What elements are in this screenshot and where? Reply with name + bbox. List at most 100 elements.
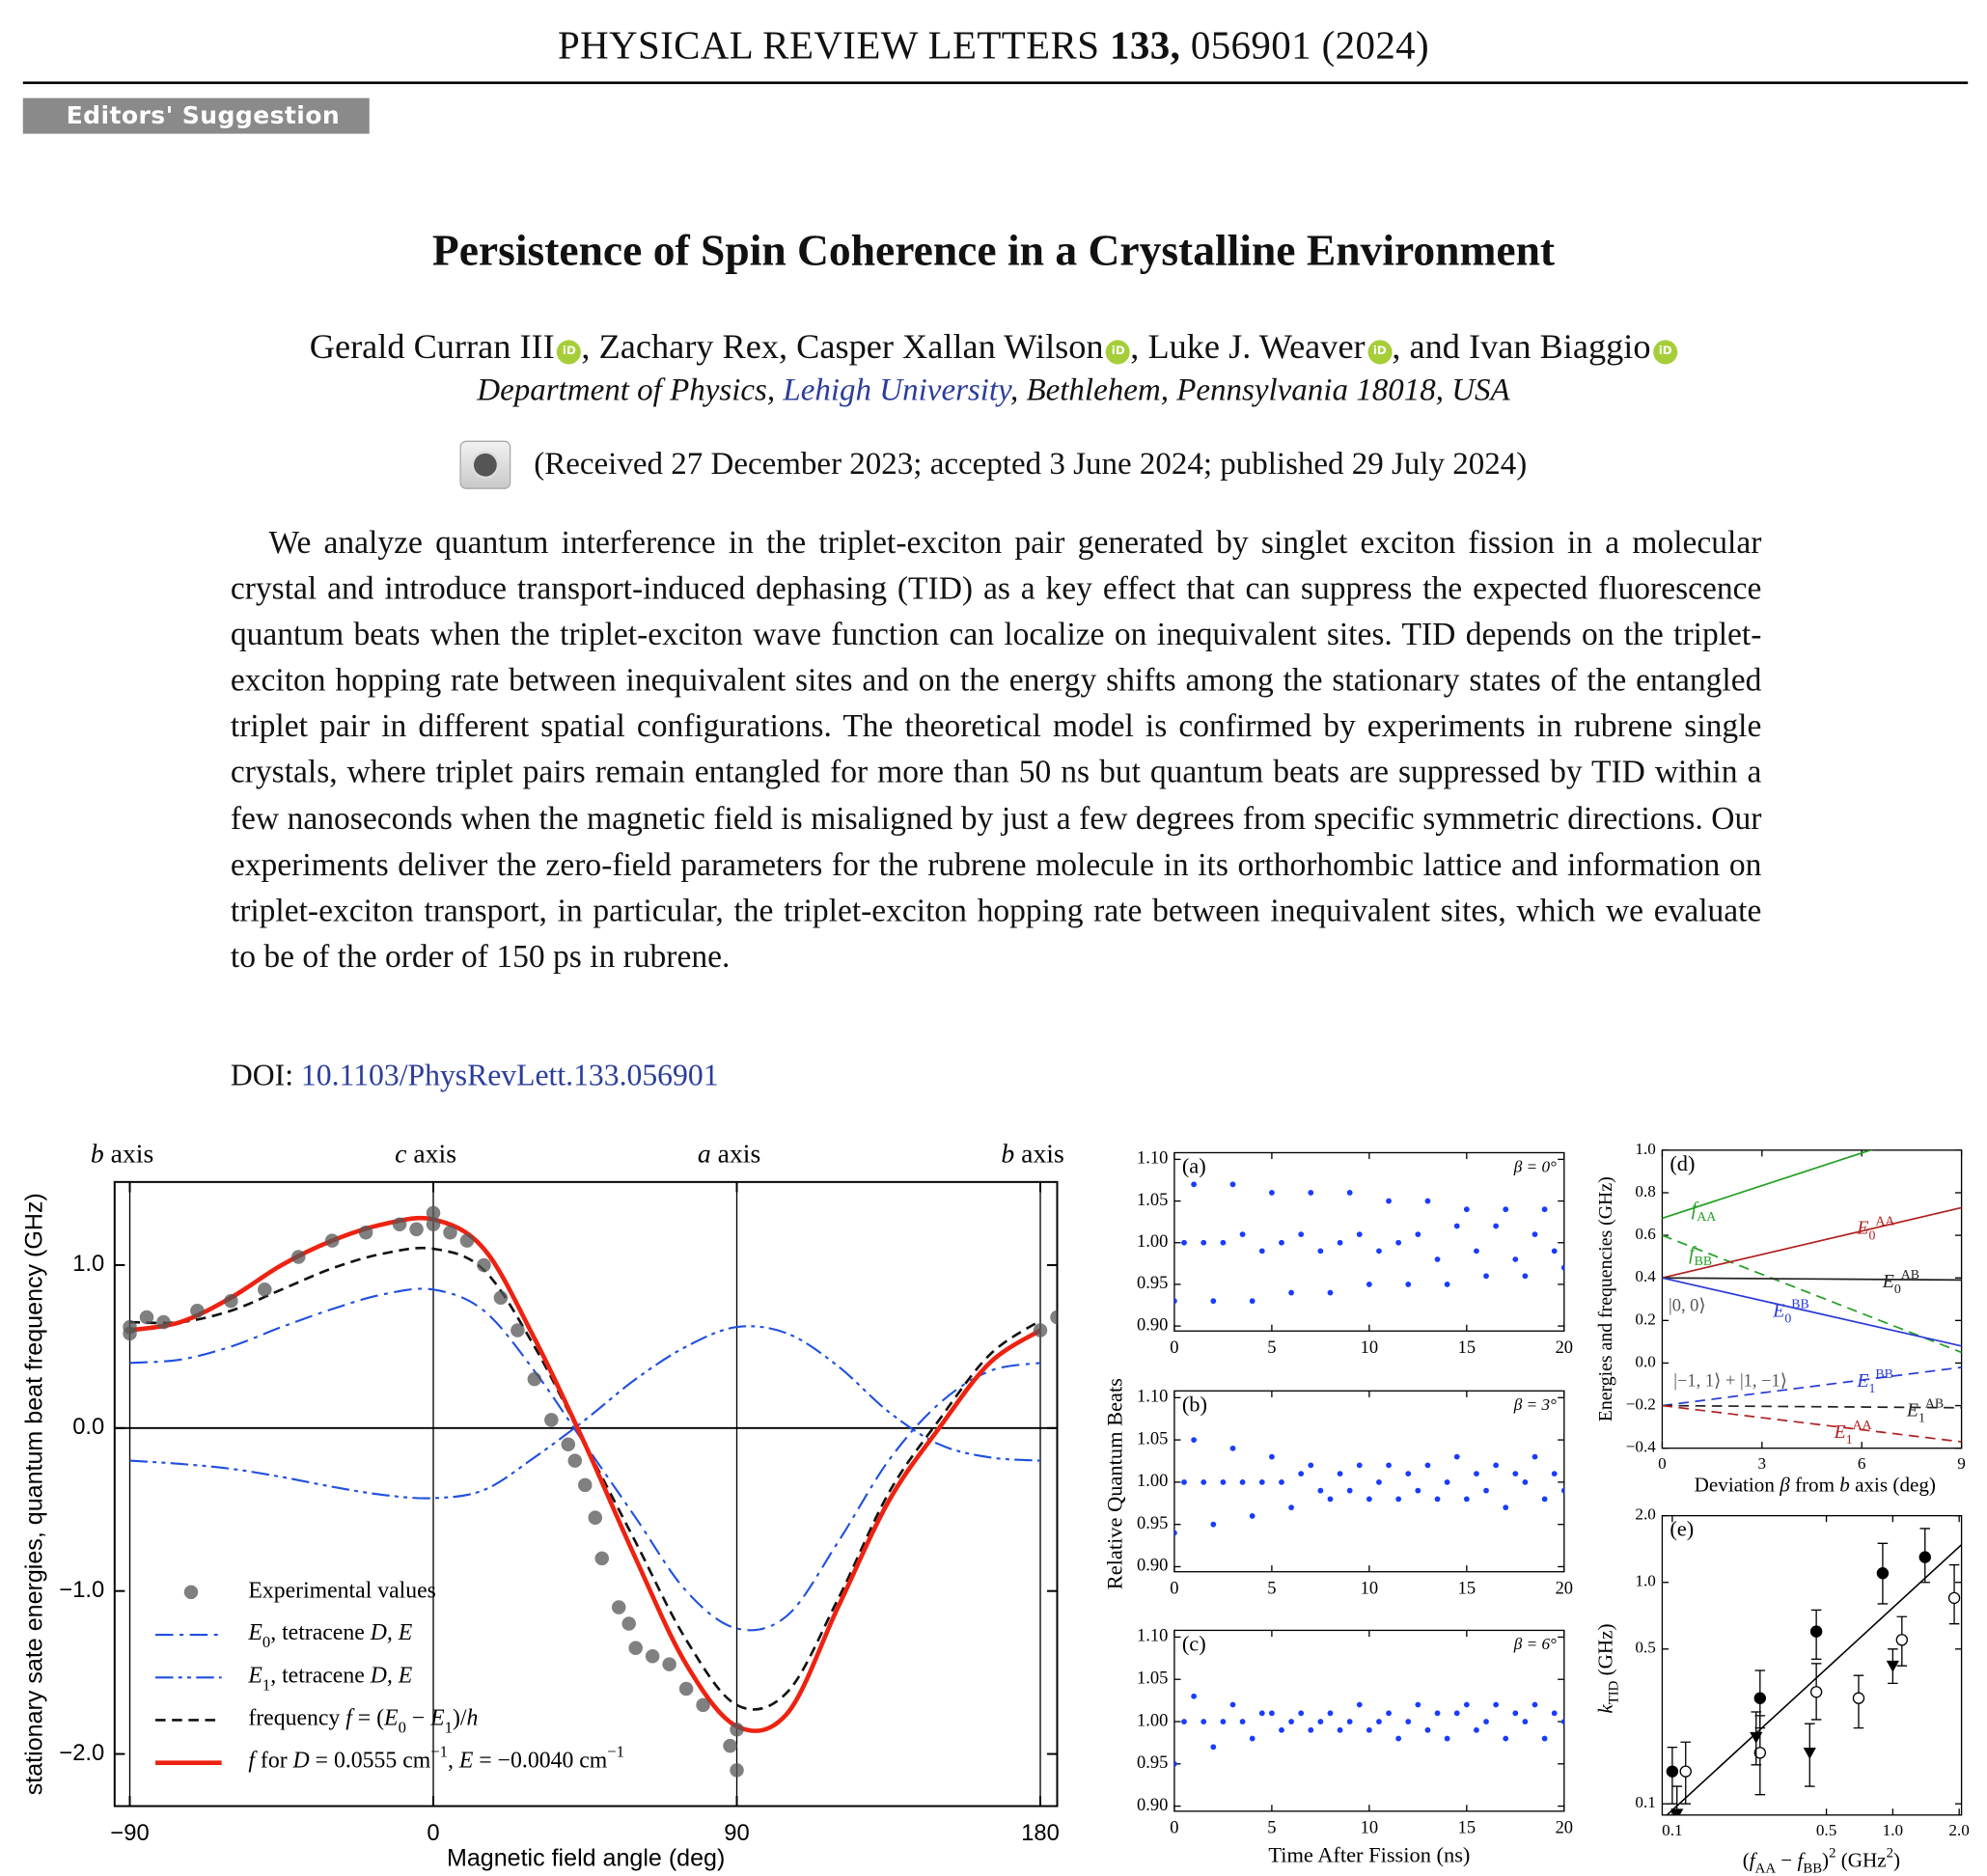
energy-line [1662,1404,1962,1409]
text-part: E [247,1664,262,1689]
x-tick-label: 2.0 [1948,1821,1969,1839]
text-part: (GHz) [1594,1623,1617,1680]
y-tick-label: 0.90 [1137,1556,1168,1575]
text-part: 0 [1894,1282,1901,1296]
abstract: We analyze quantum interference in the t… [230,524,1762,975]
y-tick-label: 1.0 [1635,1140,1655,1158]
beat-point [1327,1496,1334,1503]
legend-label: E1, tetracene D, E [247,1664,412,1695]
doi-label: DOI: [230,1060,294,1093]
author-name: Luke J. Weaver [1147,325,1366,366]
crossmark-icon[interactable] [459,440,511,489]
text-part: E [1834,1421,1846,1442]
y-tick-label: −2.0 [59,1740,104,1766]
y-tick-label: 0.6 [1635,1225,1656,1243]
beat-point [1444,1478,1450,1485]
data-point [1666,1765,1679,1778]
beat-point [1512,1471,1519,1477]
data-point [1886,1660,1899,1672]
beat-point [1173,1760,1177,1767]
beat-point [1317,1487,1324,1494]
beat-point [1395,1239,1402,1246]
y-tick-label: 1.00 [1137,1231,1168,1251]
text-part: ) [1822,1848,1829,1871]
data-point [1753,1747,1767,1759]
experimental-point [511,1323,525,1338]
beat-point [1346,1719,1353,1724]
beat-point [1268,1190,1275,1196]
text-part: f [345,1706,355,1731]
orcid-icon[interactable]: iD [1106,340,1131,365]
text-part: 2 [1887,1846,1893,1862]
beat-point [1434,1496,1441,1503]
panel-annotation: β = 0° [1513,1157,1557,1175]
beat-point [1386,1710,1392,1717]
line-label: fAA [1692,1198,1717,1223]
experimental-point [493,1290,509,1305]
energy-line [1662,1149,1873,1220]
beat-point [1395,1496,1402,1503]
text-part: D, E [370,1664,413,1689]
beat-point [1181,1478,1187,1485]
data-point [1876,1567,1890,1580]
beat-point [1434,1256,1441,1262]
beat-point [1200,1719,1207,1724]
text-part: axis [406,1139,456,1169]
beat-point [1532,1231,1538,1238]
line-label: E1AB [1906,1395,1944,1424]
plot-frame [1661,1149,1963,1449]
beat-point [1493,1223,1500,1229]
y-tick-label: 0.90 [1137,1314,1168,1334]
beat-point [1337,1471,1343,1477]
x-tick-label: 20 [1556,1818,1573,1837]
beat-point [1453,1710,1460,1717]
text-part: ) [1893,1848,1900,1871]
beat-point [1279,1478,1284,1485]
text-part: AA [1853,1418,1872,1432]
orcid-icon[interactable]: iD [557,340,582,365]
beat-point [1279,1726,1284,1733]
crystal-axis-name: c axis [395,1139,456,1169]
text-part: − [406,1706,430,1731]
doi-link[interactable]: 10.1103/PhysRevLett.133.056901 [300,1060,719,1093]
affiliation-link[interactable]: Lehigh University [783,372,1010,408]
experimental-point [409,1222,424,1237]
y-axis-label: Energies and frequencies (GHz) [1595,1176,1616,1421]
text-part: h [467,1706,479,1731]
text-part: 0 [262,1633,270,1651]
energy-line [1662,1277,1962,1282]
text-part: BB [1695,1254,1712,1268]
text-part: 2 [1829,1846,1835,1862]
legend-label: E0, tetracene D, E [247,1621,412,1652]
experimental-point [426,1205,441,1221]
article-number: 056901 (2024) [1180,22,1430,68]
experimental-point [1050,1310,1058,1325]
experimental-point [426,1217,441,1232]
beat-point [1395,1735,1402,1742]
beat-point [1463,1206,1470,1213]
x-tick-label: 90 [724,1820,749,1846]
beat-point [1249,1298,1256,1305]
panel-annotation: β = 6° [1513,1635,1557,1653]
y-tick-label: −1.0 [59,1577,104,1603]
x-tick-label: 15 [1458,1338,1476,1357]
x-tick-label: 10 [1361,1578,1378,1597]
beat-point [1376,1478,1382,1485]
orcid-icon[interactable]: iD [1367,340,1393,365]
beat-point [1191,1437,1198,1443]
beat-point [1560,1719,1564,1724]
doi: DOI: 10.1103/PhysRevLett.133.056901 [231,1060,719,1094]
beat-point [1220,1719,1227,1724]
author-separator: , and [1392,325,1470,366]
beat-point [1308,1726,1314,1733]
journal-volume: 133, [1110,22,1181,68]
y-tick-label: 1.0 [72,1251,104,1277]
energy-line [1662,1206,1962,1280]
experimental-point [358,1225,373,1240]
beat-point [1444,1282,1450,1287]
text-part: AB [1901,1267,1919,1282]
x-tick-label: 15 [1458,1578,1476,1597]
orcid-icon[interactable]: iD [1653,340,1678,365]
beat-point [1386,1462,1392,1469]
